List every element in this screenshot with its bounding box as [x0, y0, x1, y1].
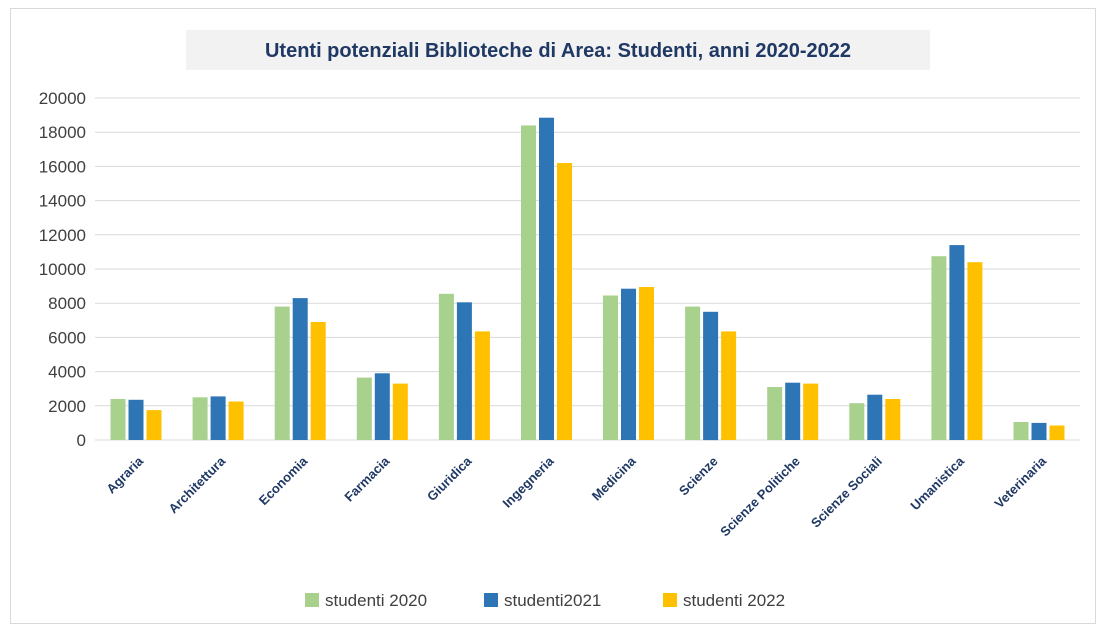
x-tick-label: Scienze Sociali — [808, 454, 885, 531]
y-tick-label: 10000 — [39, 260, 86, 279]
bar — [210, 396, 226, 440]
legend-label: studenti2021 — [504, 591, 601, 610]
legend-item: studenti 2020 — [305, 591, 427, 610]
legend-label: studenti 2020 — [325, 591, 427, 610]
bar — [146, 410, 162, 440]
x-tick-label: Scienze — [676, 454, 721, 499]
y-tick-label: 12000 — [39, 226, 86, 245]
bar — [374, 373, 390, 440]
bar — [931, 256, 947, 440]
chart-title-background — [186, 30, 930, 70]
x-tick-label: Farmacia — [341, 453, 393, 505]
bar — [621, 288, 636, 440]
bar — [456, 302, 472, 440]
bar — [967, 262, 983, 440]
y-tick-label: 4000 — [48, 363, 86, 382]
y-tick-label: 16000 — [39, 157, 86, 176]
bar — [310, 322, 326, 440]
x-tick-label: Economia — [256, 453, 311, 508]
legend-swatch — [305, 593, 319, 607]
bar — [521, 125, 536, 441]
y-tick-label: 14000 — [39, 192, 86, 211]
bar — [192, 397, 208, 441]
bar — [639, 287, 654, 440]
y-tick-label: 18000 — [39, 123, 86, 142]
bar — [721, 331, 737, 440]
y-tick-label: 0 — [77, 431, 86, 450]
y-tick-label: 6000 — [48, 328, 86, 347]
bar — [603, 295, 618, 440]
bar — [949, 245, 965, 440]
bar — [1013, 422, 1029, 440]
y-tick-label: 20000 — [39, 89, 86, 108]
x-tick-label: Giuridica — [424, 453, 475, 504]
bar — [228, 401, 244, 440]
bar — [356, 377, 372, 440]
bar — [110, 399, 126, 440]
bar — [128, 399, 144, 440]
bar — [803, 383, 819, 440]
bar — [392, 383, 408, 440]
x-tick-label: Ingegneria — [499, 453, 557, 511]
bar — [1049, 425, 1065, 440]
legend-item: studenti 2022 — [663, 591, 785, 610]
bar — [557, 163, 572, 440]
legend-item: studenti2021 — [484, 591, 601, 610]
x-tick-label: Medicina — [589, 453, 639, 503]
bar — [885, 399, 901, 440]
x-tick-label: Veterinaria — [991, 453, 1049, 511]
x-tick-label: Umanistica — [907, 453, 967, 513]
bar — [849, 403, 865, 440]
bar — [867, 394, 883, 440]
bar — [785, 382, 801, 440]
chart-title: Utenti potenziali Biblioteche di Area: S… — [265, 40, 851, 62]
y-tick-label: 8000 — [48, 294, 86, 313]
bar — [474, 331, 490, 440]
x-tick-label: Scienze Politiche — [717, 454, 803, 540]
legend-swatch — [484, 593, 498, 607]
legend-label: studenti 2022 — [683, 591, 785, 610]
x-tick-label: Agraria — [103, 453, 146, 496]
bar — [1031, 422, 1047, 440]
bar — [539, 117, 554, 440]
legend-swatch — [663, 593, 677, 607]
bar — [274, 306, 290, 440]
y-tick-label: 2000 — [48, 397, 86, 416]
x-tick-label: Architettura — [166, 453, 229, 516]
bar — [292, 298, 308, 440]
bar — [767, 387, 783, 440]
bar — [703, 311, 719, 441]
bar — [438, 293, 454, 440]
bar — [685, 306, 701, 440]
